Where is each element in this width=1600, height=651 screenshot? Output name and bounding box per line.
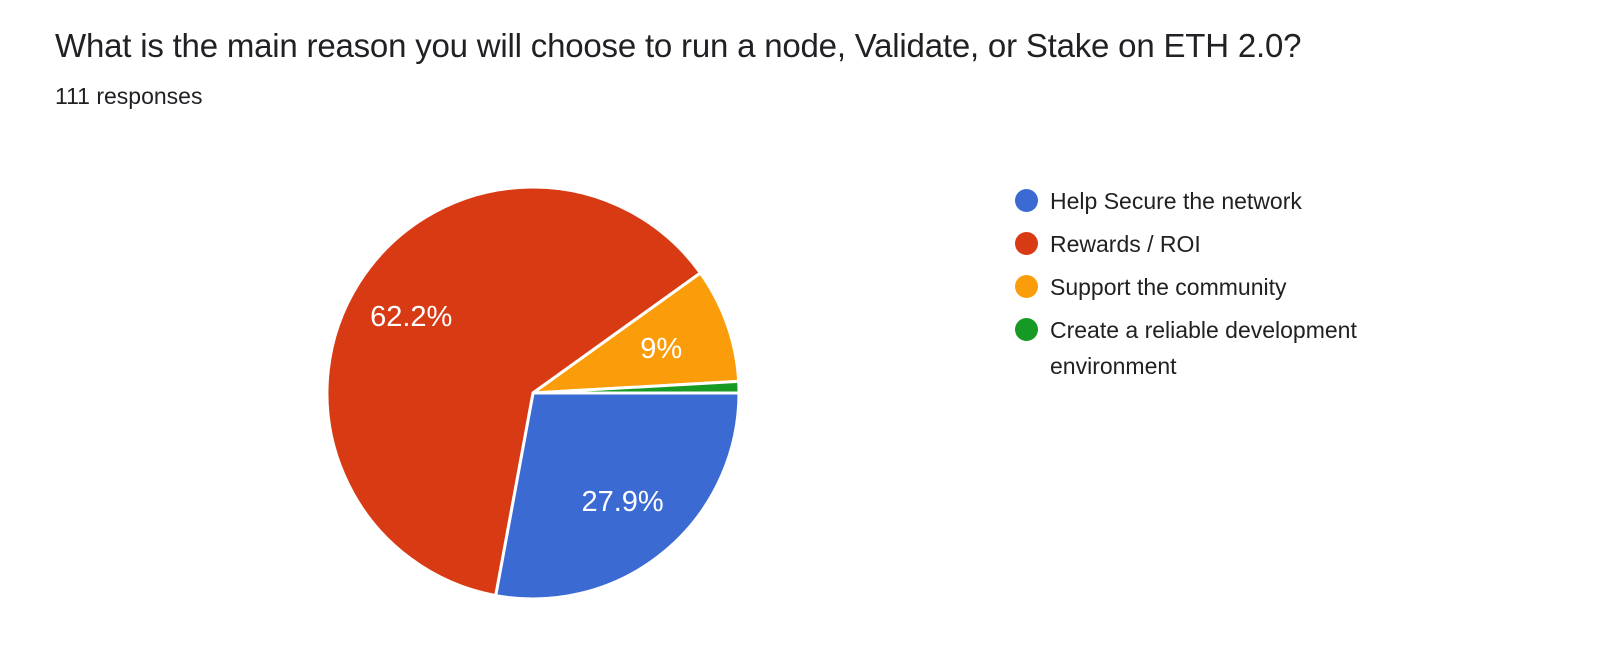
- pie-slice-support-the-community[interactable]: [531, 271, 741, 395]
- legend-item: Help Secure the network: [1015, 183, 1435, 219]
- pie-slice-rewards-roi[interactable]: [325, 185, 702, 598]
- legend-item: Rewards / ROI: [1015, 226, 1435, 262]
- legend-label: Create a reliable development environmen…: [1050, 317, 1357, 379]
- pie-chart: 27.9% 62.2% 9%: [325, 185, 741, 601]
- legend-color-dot: [1015, 189, 1038, 212]
- question-title: What is the main reason you will choose …: [55, 27, 1302, 64]
- legend-label: Help Secure the network: [1050, 188, 1302, 214]
- legend-item: Support the community: [1015, 269, 1435, 305]
- legend-item: Create a reliable development environmen…: [1015, 312, 1435, 384]
- legend-label: Support the community: [1050, 274, 1287, 300]
- pie-slice-percent-label: 62.2%: [370, 301, 452, 333]
- chart-legend: Help Secure the network Rewards / ROI Supp…: [1015, 183, 1435, 391]
- response-count: 111 responses: [55, 83, 203, 109]
- legend-label: Rewards / ROI: [1050, 231, 1201, 257]
- legend-color-dot: [1015, 275, 1038, 298]
- pie-slice-help-secure-the-network[interactable]: [494, 391, 741, 601]
- pie-slice-create-a-reliable-development-environment[interactable]: [531, 379, 741, 395]
- pie-slice-percent-label: 9%: [640, 333, 682, 365]
- legend-color-dot: [1015, 318, 1038, 341]
- pie-slice-percent-label: 27.9%: [581, 486, 663, 518]
- legend-color-dot: [1015, 232, 1038, 255]
